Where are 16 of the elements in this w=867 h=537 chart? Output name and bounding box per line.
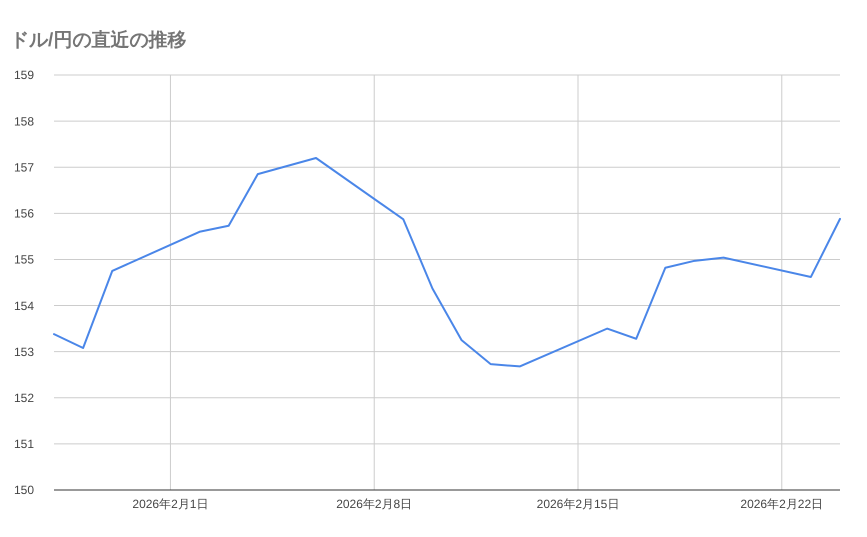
y-tick-label: 155	[14, 252, 34, 267]
x-tick-label: 2026年2月8日	[336, 497, 412, 511]
y-tick-label: 153	[14, 344, 34, 359]
y-tick-label: 159	[14, 68, 34, 82]
line-series	[53, 157, 841, 368]
y-tick-label: 158	[14, 114, 34, 128]
y-tick-label: 152	[14, 390, 34, 405]
x-tick-label: 2026年2月15日	[536, 497, 620, 511]
y-tick-label: 157	[14, 160, 34, 174]
x-tick-label: 2026年2月1日	[132, 497, 208, 511]
chart-title: ドル/円の直近の推移	[10, 29, 186, 51]
x-tick-label: 2026年2月22日	[740, 497, 824, 511]
y-tick-label: 151	[14, 437, 34, 452]
y-tick-label: 154	[14, 298, 34, 313]
y-tick-label: 156	[14, 206, 34, 221]
y-tick-label: 150	[14, 483, 34, 498]
